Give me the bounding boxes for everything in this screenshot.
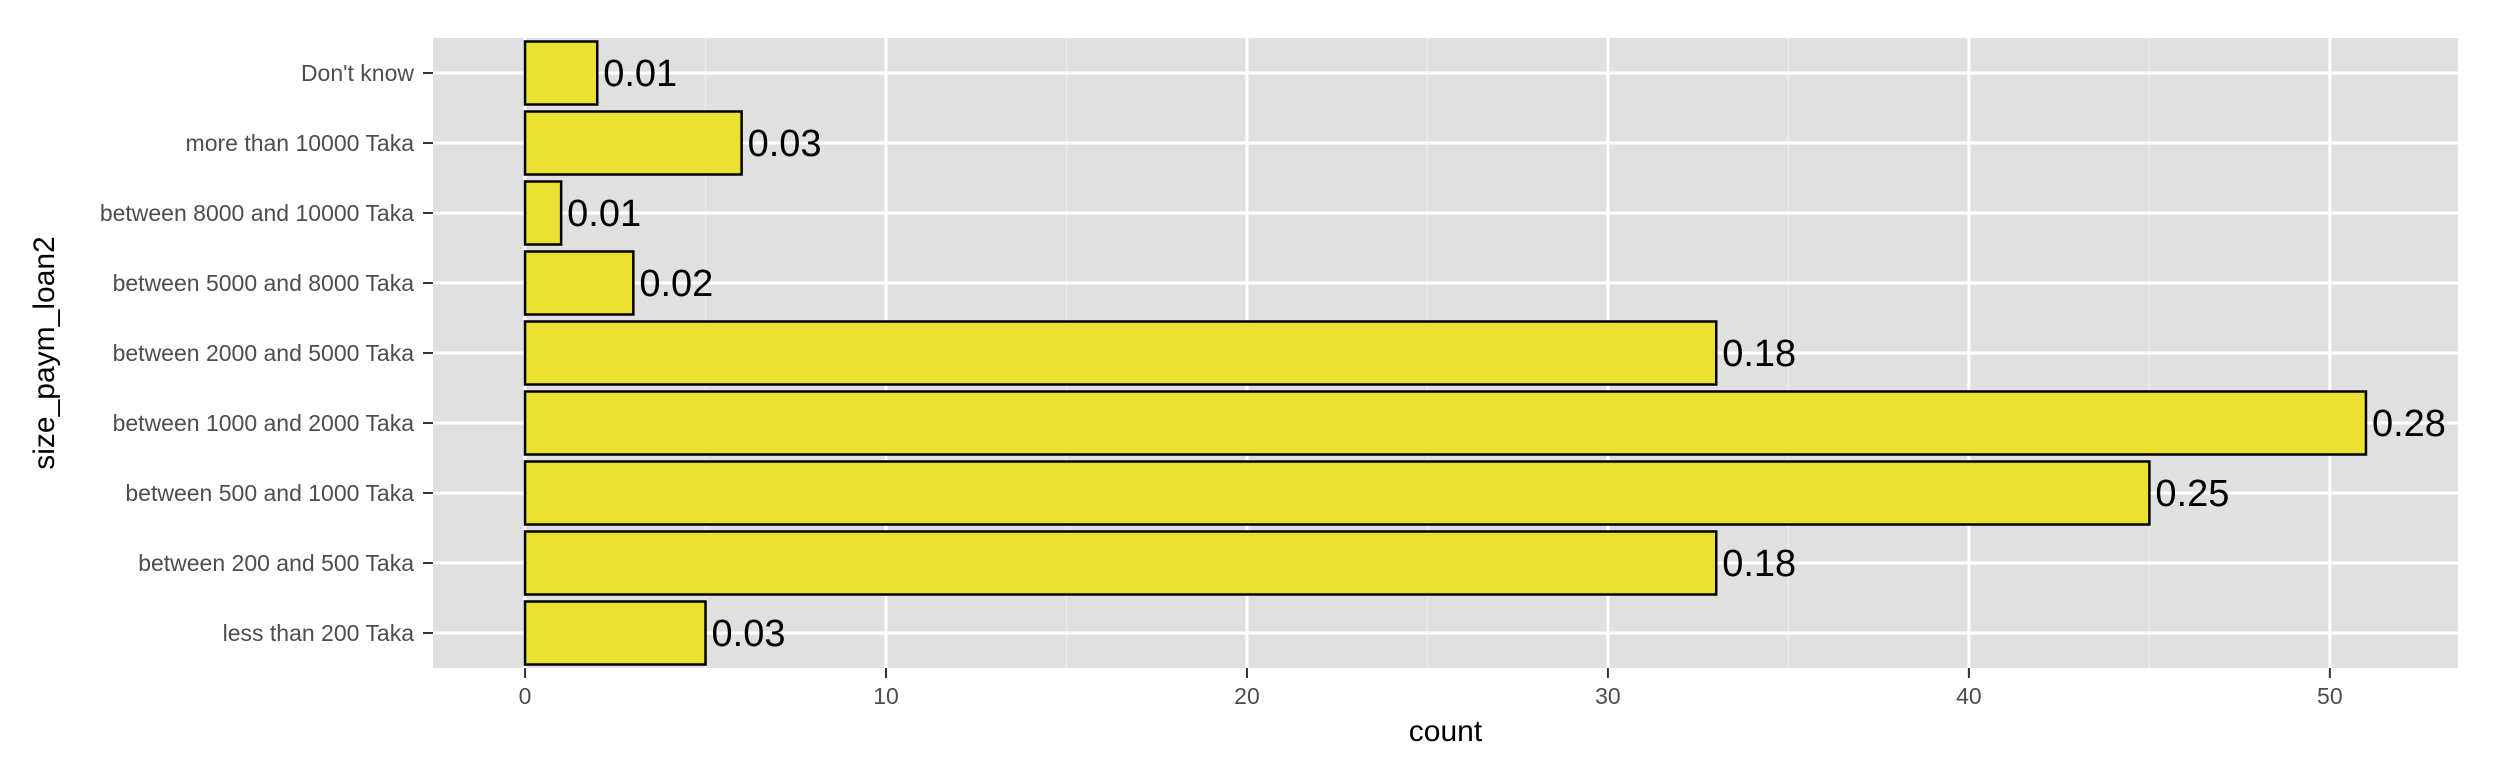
x-tick-label: 10	[873, 683, 899, 709]
bar	[523, 600, 707, 666]
y-tick-label: between 2000 and 5000 Taka	[113, 340, 415, 366]
data-labels: 0.03 0.18 0.25 0.28 0.18 0.02 0.01 0.03 0.01	[567, 53, 2446, 655]
bar	[523, 250, 635, 316]
y-tick-label: Don't know	[301, 60, 414, 86]
data-label: 0.02	[639, 263, 713, 305]
y-tick-label: between 5000 and 8000 Taka	[113, 270, 415, 296]
bars	[523, 40, 2368, 666]
data-label: 0.28	[2372, 403, 2446, 445]
bar	[523, 390, 2368, 456]
x-axis: 0 10 20 30 40 50	[519, 668, 2343, 709]
x-tick-label: 20	[1234, 683, 1260, 709]
data-label: 0.01	[603, 53, 677, 95]
y-tick-label: between 1000 and 2000 Taka	[113, 410, 415, 436]
x-tick-label: 50	[2317, 683, 2343, 709]
bar	[523, 40, 599, 106]
x-tick-label: 40	[1956, 683, 1982, 709]
data-label: 0.18	[1722, 333, 1796, 375]
y-axis-title: size_paym_loan2	[28, 236, 61, 469]
data-label: 0.18	[1722, 543, 1796, 585]
x-axis-title: count	[1409, 715, 1483, 748]
bar	[523, 530, 1718, 596]
bar	[523, 110, 743, 176]
bar	[523, 320, 1718, 386]
data-label: 0.03	[748, 123, 822, 165]
x-tick-label: 0	[519, 683, 532, 709]
bar	[523, 180, 563, 246]
x-tick-label: 30	[1595, 683, 1621, 709]
y-tick-label: more than 10000 Taka	[186, 130, 415, 156]
data-label: 0.01	[567, 193, 641, 235]
y-tick-label: between 500 and 1000 Taka	[125, 480, 414, 506]
y-tick-label: less than 200 Taka	[223, 620, 415, 646]
bar	[523, 460, 2151, 526]
y-tick-label: between 200 and 500 Taka	[138, 550, 414, 576]
data-label: 0.03	[712, 613, 786, 655]
y-axis: less than 200 Taka between 200 and 500 Ta…	[100, 60, 433, 646]
data-label: 0.25	[2155, 473, 2229, 515]
y-tick-label: between 8000 and 10000 Taka	[100, 200, 414, 226]
